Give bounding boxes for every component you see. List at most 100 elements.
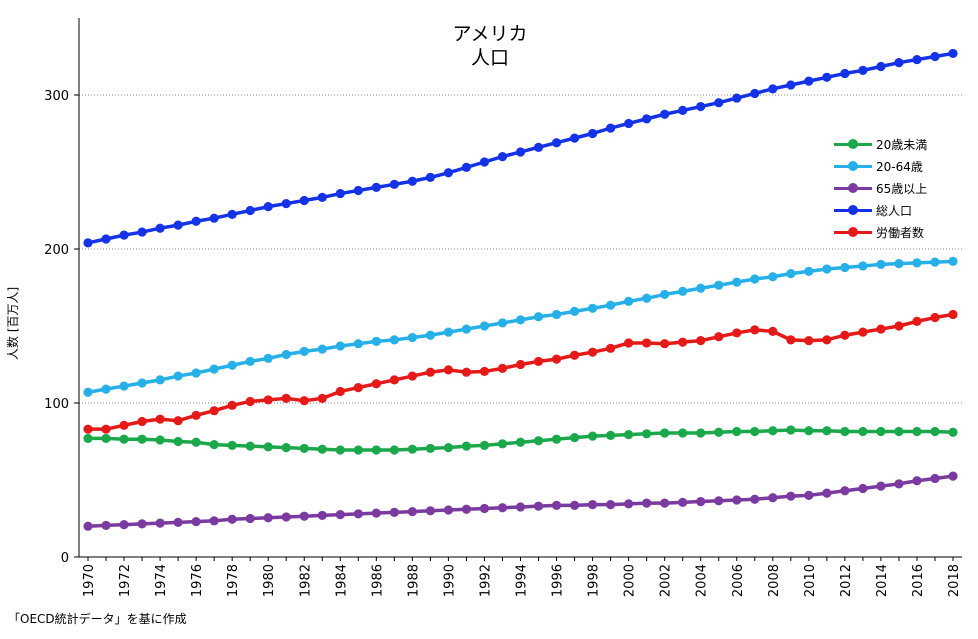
data-point: [786, 425, 796, 435]
x-tick-label: 2014: [875, 564, 890, 597]
data-point: [515, 502, 526, 512]
data-point: [497, 503, 508, 513]
data-point: [894, 58, 904, 68]
data-point: [515, 437, 526, 447]
data-point: [101, 234, 111, 244]
x-tick-label: 1994: [515, 564, 530, 597]
data-point: [497, 152, 508, 162]
data-point: [840, 426, 850, 437]
data-point: [119, 420, 129, 430]
data-point: [83, 424, 93, 434]
data-point: [173, 220, 183, 230]
data-point: [714, 332, 724, 342]
data-point: [443, 327, 454, 337]
data-point: [840, 68, 850, 79]
data-point: [407, 444, 417, 454]
data-point: [912, 54, 922, 65]
data-point: [696, 283, 706, 293]
x-tick-label: 1980: [262, 564, 277, 597]
data-point: [281, 349, 291, 360]
data-point: [515, 359, 526, 370]
data-point: [696, 336, 706, 346]
data-point: [714, 496, 724, 506]
legend-marker: [848, 161, 858, 171]
data-point: [281, 443, 291, 453]
data-point: [155, 375, 165, 385]
data-point: [371, 182, 381, 192]
data-point: [696, 428, 706, 438]
data-point: [317, 344, 327, 354]
data-point: [858, 261, 868, 271]
gridlines: [74, 94, 962, 558]
series-労働者数: [83, 309, 958, 434]
data-point: [353, 509, 363, 519]
data-point: [299, 511, 309, 521]
data-point: [137, 434, 147, 444]
data-point: [245, 396, 255, 407]
data-point: [281, 198, 291, 209]
data-point: [497, 318, 508, 328]
x-tick-labels: 1970 1972 1974 1976 1978 1980 1982 1984 1986 1988…: [82, 557, 962, 597]
data-point: [227, 360, 237, 370]
data-point: [173, 371, 183, 381]
data-point: [822, 264, 832, 274]
data-point: [624, 296, 634, 306]
data-point: [299, 346, 309, 357]
data-point: [443, 168, 454, 178]
data-point: [822, 335, 832, 345]
data-point: [569, 500, 580, 511]
data-point: [624, 338, 634, 348]
legend-label: 65歳以上: [876, 181, 928, 196]
legend-item: 65歳以上: [834, 177, 927, 199]
data-point: [750, 325, 760, 335]
series-20-64歳: [83, 256, 958, 397]
data-point: [245, 205, 255, 216]
data-point: [191, 216, 201, 226]
data-point: [678, 497, 688, 507]
data-point: [587, 128, 598, 139]
data-point: [191, 437, 201, 447]
data-point: [101, 384, 111, 394]
x-tick-label: 1974: [154, 564, 169, 597]
data-point: [822, 72, 832, 82]
data-point: [858, 65, 868, 75]
data-point: [606, 343, 616, 353]
legend-swatch: [834, 205, 872, 215]
data-point: [353, 185, 363, 196]
data-point: [930, 312, 940, 323]
data-point: [732, 93, 742, 103]
data-point: [660, 498, 670, 508]
data-point: [533, 436, 544, 446]
data-point: [155, 518, 165, 528]
data-point: [353, 445, 363, 455]
data-point: [768, 493, 778, 503]
chart-subtitle: 人口: [470, 47, 509, 69]
data-point: [119, 520, 129, 530]
series-20歳未満: [83, 425, 958, 455]
data-point: [696, 496, 706, 507]
data-point: [768, 84, 778, 94]
data-point: [263, 442, 273, 452]
data-point: [948, 48, 958, 59]
data-point: [732, 277, 742, 287]
data-point: [479, 157, 490, 167]
data-point: [587, 431, 598, 441]
legend-marker: [848, 227, 858, 237]
series-group: [83, 48, 958, 531]
data-point: [569, 350, 580, 360]
data-point: [804, 336, 814, 346]
data-point: [407, 371, 417, 381]
legend-item: 労働者数: [834, 221, 927, 243]
data-point: [894, 479, 904, 489]
data-point: [696, 101, 706, 112]
x-tick-label: 1972: [118, 564, 133, 597]
data-point: [912, 426, 922, 437]
data-point: [353, 339, 363, 349]
data-point: [227, 440, 237, 450]
x-tick-label: 1984: [334, 564, 349, 597]
data-point: [83, 521, 93, 531]
x-tick-label: 1986: [370, 564, 385, 597]
data-point: [678, 337, 688, 347]
x-tick-label: 2012: [839, 564, 854, 597]
data-point: [245, 513, 255, 524]
